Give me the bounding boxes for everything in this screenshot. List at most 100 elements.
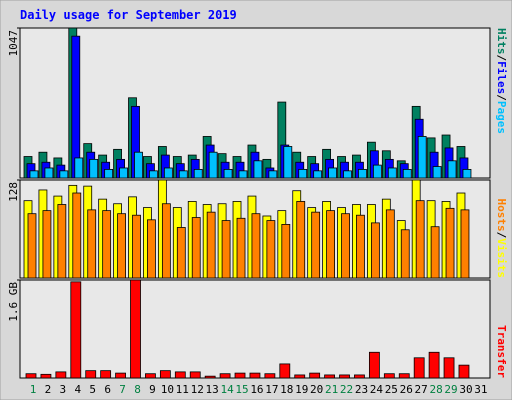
bar bbox=[59, 170, 69, 179]
bar bbox=[372, 164, 382, 179]
legend-entry: Hits bbox=[495, 28, 508, 55]
x-tick-label: 21 bbox=[325, 383, 338, 396]
bar bbox=[149, 170, 158, 179]
bar bbox=[193, 169, 203, 179]
x-tick-label: 3 bbox=[60, 383, 67, 396]
x-tick-label: 30 bbox=[459, 383, 472, 396]
bar bbox=[385, 209, 395, 279]
bar bbox=[249, 372, 261, 379]
bar bbox=[296, 201, 306, 279]
bar bbox=[72, 192, 82, 279]
x-tick-label: 20 bbox=[310, 383, 323, 396]
bar bbox=[253, 160, 263, 179]
bar bbox=[29, 170, 39, 179]
bar bbox=[27, 213, 37, 279]
legend: Hits/Files/Pages bbox=[495, 28, 508, 134]
legend-entry: Hosts bbox=[495, 199, 508, 232]
legend: Hosts/Visits bbox=[495, 199, 508, 279]
legend-entry: Files bbox=[495, 61, 508, 94]
bar bbox=[294, 374, 306, 379]
bar bbox=[415, 200, 425, 279]
bar bbox=[298, 169, 308, 179]
bar bbox=[400, 229, 410, 279]
bar bbox=[102, 210, 112, 279]
bar bbox=[115, 372, 126, 379]
x-tick-label: 16 bbox=[250, 383, 263, 396]
bar bbox=[339, 374, 350, 379]
bar bbox=[74, 157, 84, 179]
bar bbox=[279, 363, 291, 379]
bar bbox=[191, 217, 201, 279]
x-tick-label: 14 bbox=[220, 383, 234, 396]
bar bbox=[445, 207, 455, 279]
x-tick-label: 6 bbox=[104, 383, 111, 396]
legend-entry: Transfer bbox=[495, 325, 508, 378]
bar bbox=[44, 167, 54, 179]
bar bbox=[251, 213, 261, 279]
bar bbox=[311, 211, 321, 279]
bar bbox=[462, 169, 472, 179]
legend-separator: / bbox=[495, 232, 508, 239]
bar bbox=[119, 167, 128, 179]
bar bbox=[460, 209, 470, 279]
x-tick-label: 15 bbox=[235, 383, 248, 396]
bar bbox=[370, 222, 380, 279]
x-tick-label: 22 bbox=[340, 383, 353, 396]
bar bbox=[87, 209, 97, 279]
x-tick-label: 17 bbox=[265, 383, 278, 396]
bar bbox=[70, 281, 82, 379]
y-tick-label: 1.6 GB bbox=[7, 282, 20, 322]
bar bbox=[430, 226, 440, 279]
bar bbox=[57, 204, 67, 279]
x-tick-label: 2 bbox=[45, 383, 52, 396]
bar bbox=[219, 373, 231, 379]
bar bbox=[204, 375, 216, 379]
x-tick-label: 4 bbox=[74, 383, 81, 396]
x-tick-label: 26 bbox=[400, 383, 413, 396]
legend: Transfer bbox=[495, 325, 508, 378]
bar bbox=[281, 224, 291, 279]
bar bbox=[328, 167, 338, 179]
bar bbox=[85, 370, 97, 379]
bar bbox=[159, 370, 171, 379]
x-tick-label: 12 bbox=[191, 383, 204, 396]
x-tick-label: 23 bbox=[355, 383, 368, 396]
bar bbox=[358, 169, 367, 179]
x-tick-label: 19 bbox=[295, 383, 308, 396]
bar bbox=[42, 210, 52, 279]
bar bbox=[132, 214, 141, 279]
bar bbox=[326, 210, 336, 279]
bar bbox=[55, 371, 67, 379]
x-tick-label: 11 bbox=[176, 383, 189, 396]
x-tick-label: 9 bbox=[149, 383, 156, 396]
bar bbox=[458, 364, 470, 379]
bar bbox=[117, 213, 126, 279]
bar bbox=[313, 170, 323, 179]
x-tick-label: 28 bbox=[429, 383, 442, 396]
bar bbox=[398, 373, 410, 379]
bar bbox=[25, 373, 37, 379]
bar bbox=[89, 158, 99, 179]
bar bbox=[341, 213, 350, 279]
bar bbox=[163, 167, 173, 179]
bar bbox=[324, 374, 336, 379]
bar bbox=[174, 371, 186, 379]
x-tick-label: 31 bbox=[474, 383, 487, 396]
x-tick-label: 7 bbox=[119, 383, 126, 396]
x-tick-label: 27 bbox=[415, 383, 428, 396]
bar bbox=[134, 151, 143, 179]
x-tick-label: 5 bbox=[89, 383, 96, 396]
bar bbox=[264, 373, 276, 379]
x-tick-label: 25 bbox=[385, 383, 398, 396]
bar bbox=[221, 220, 231, 279]
bar bbox=[356, 214, 365, 279]
bar bbox=[383, 373, 395, 379]
legend-separator: / bbox=[495, 55, 508, 62]
bar bbox=[130, 279, 141, 379]
bar bbox=[104, 169, 114, 179]
x-tick-label: 13 bbox=[206, 383, 219, 396]
x-tick-label: 29 bbox=[444, 383, 457, 396]
bar bbox=[443, 357, 455, 379]
plot-area bbox=[19, 279, 491, 379]
